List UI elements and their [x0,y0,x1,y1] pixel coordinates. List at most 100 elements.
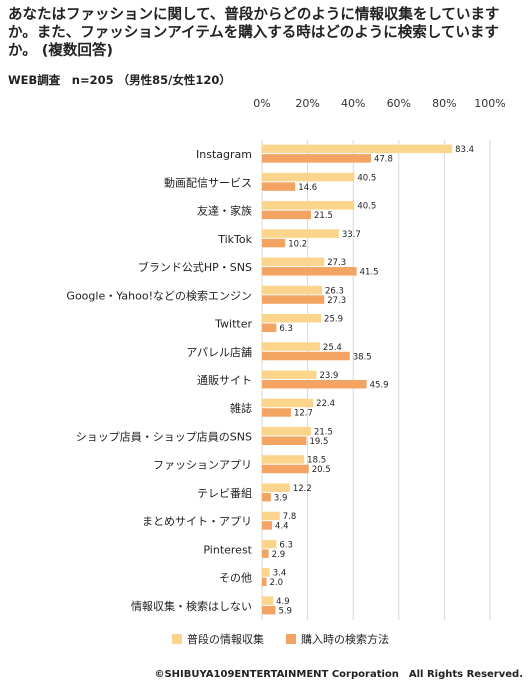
category-label: ショップ店員・ショップ店員のSNS [76,429,252,443]
category-label: 通販サイト [197,374,252,387]
category-label: テレビ番組 [197,487,252,500]
bar-purchase-search [262,577,267,587]
category-label: Instagram [196,148,252,161]
bar-purchase-search [262,492,271,502]
category-label: 動画配信サービス [164,175,252,189]
data-label: 33.7 [342,230,361,240]
bar-purchase-search [262,182,296,191]
data-label: 25.9 [324,315,343,325]
bar-daily-info [262,511,280,521]
survey-subtitle: WEB調査 n=205 （男性85/女性120） [8,73,231,87]
data-label: 45.9 [370,381,389,391]
legend-item-series-2: 購入時の検索方法 [286,631,389,647]
category-label: ブランド公式HP・SNS [138,260,252,274]
bar-purchase-search [262,267,357,276]
bar-purchase-search [262,380,367,389]
data-label: 83.4 [455,145,474,155]
bar-daily-info [262,201,355,210]
data-label: 40.5 [357,202,376,212]
legend-swatch-series-1 [172,634,182,644]
data-label: 27.3 [327,258,346,268]
data-label: 20.5 [312,465,331,475]
bar-purchase-search [262,521,273,530]
data-label: 40.5 [357,173,376,183]
category-label: TikTok [217,233,252,246]
bar-purchase-search [262,295,325,304]
data-label: 6.3 [279,324,293,334]
legend-label-series-1: 普段の情報収集 [187,633,264,646]
bar-daily-info [262,370,317,379]
category-label: まとめサイト・アプリ [142,515,252,528]
bar-daily-info [262,314,322,323]
bar-purchase-search [262,436,307,445]
data-label: 47.8 [374,155,393,165]
x-tick-label: 20% [295,97,319,110]
bar-purchase-search [262,154,371,163]
data-label: 21.5 [314,211,333,221]
data-label: 25.4 [323,343,342,353]
data-label: 27.3 [327,296,346,306]
data-label: 6.3 [279,540,293,550]
x-tick-label: 60% [387,97,411,110]
bar-daily-info [262,596,274,605]
bar-purchase-search [262,238,286,248]
category-label: アパレル店舗 [186,345,252,359]
data-label: 10.2 [288,239,307,249]
data-label: 14.6 [298,183,317,193]
category-label: Twitter [214,318,252,331]
data-label: 23.9 [319,371,338,381]
data-label: 5.9 [278,606,292,616]
legend-swatch-series-2 [286,634,296,644]
bar-purchase-search [262,210,312,220]
category-label: ファッションアプリ [153,459,252,472]
category-label: 友達・家族 [197,204,252,218]
bar-daily-info [262,455,305,464]
x-tick-label: 40% [341,97,365,110]
x-tick-label: 0% [253,97,270,110]
bar-purchase-search [262,351,350,361]
bar-daily-info [262,285,322,295]
page-title: あなたはファッションに関して、普段からどのように情報収集をしていますか。また、フ… [8,7,500,59]
bar-purchase-search [262,605,276,615]
data-label: 19.5 [309,437,328,447]
data-label: 21.5 [314,427,333,437]
data-label: 26.3 [325,286,344,296]
data-label: 3.4 [273,569,287,579]
data-label: 2.9 [272,550,286,560]
data-label: 41.5 [360,268,379,278]
data-label: 18.5 [307,456,326,466]
bar-daily-info [262,568,270,577]
data-label: 22.4 [316,399,335,409]
bar-purchase-search [262,408,291,417]
bar-daily-info [262,483,290,492]
data-label: 4.9 [276,597,290,607]
category-label: Google・Yahoo!などの検索エンジン [66,288,252,302]
bar-daily-info [262,257,325,267]
category-label: 雑誌 [230,401,252,415]
data-label: 3.9 [274,493,288,503]
bar-daily-info [262,426,312,436]
bar-daily-info [262,229,339,238]
data-label: 7.8 [283,512,297,522]
x-tick-label: 100% [474,97,505,110]
category-label: その他 [219,572,252,585]
category-label: 情報収集・検索はしない [131,599,252,613]
legend-item-series-1: 普段の情報収集 [172,631,264,647]
chart-legend: 普段の情報収集 購入時の検索方法 [172,631,389,647]
copyright-footer: ©SHIBUYA109ENTERTAINMENT Corporation All… [154,669,523,680]
data-label: 4.4 [275,522,289,532]
bar-daily-info [262,144,453,154]
bar-daily-info [262,398,314,408]
bar-daily-info [262,342,320,351]
x-tick-label: 80% [432,97,456,110]
data-label: 38.5 [353,352,372,362]
bar-purchase-search [262,549,269,558]
bar-purchase-search [262,464,309,474]
category-label: Pinterest [203,543,252,556]
bar-daily-info [262,539,277,549]
bar-purchase-search [262,323,277,333]
data-label: 12.2 [293,484,312,494]
legend-label-series-2: 購入時の検索方法 [301,633,389,646]
data-label: 2.0 [270,578,284,588]
